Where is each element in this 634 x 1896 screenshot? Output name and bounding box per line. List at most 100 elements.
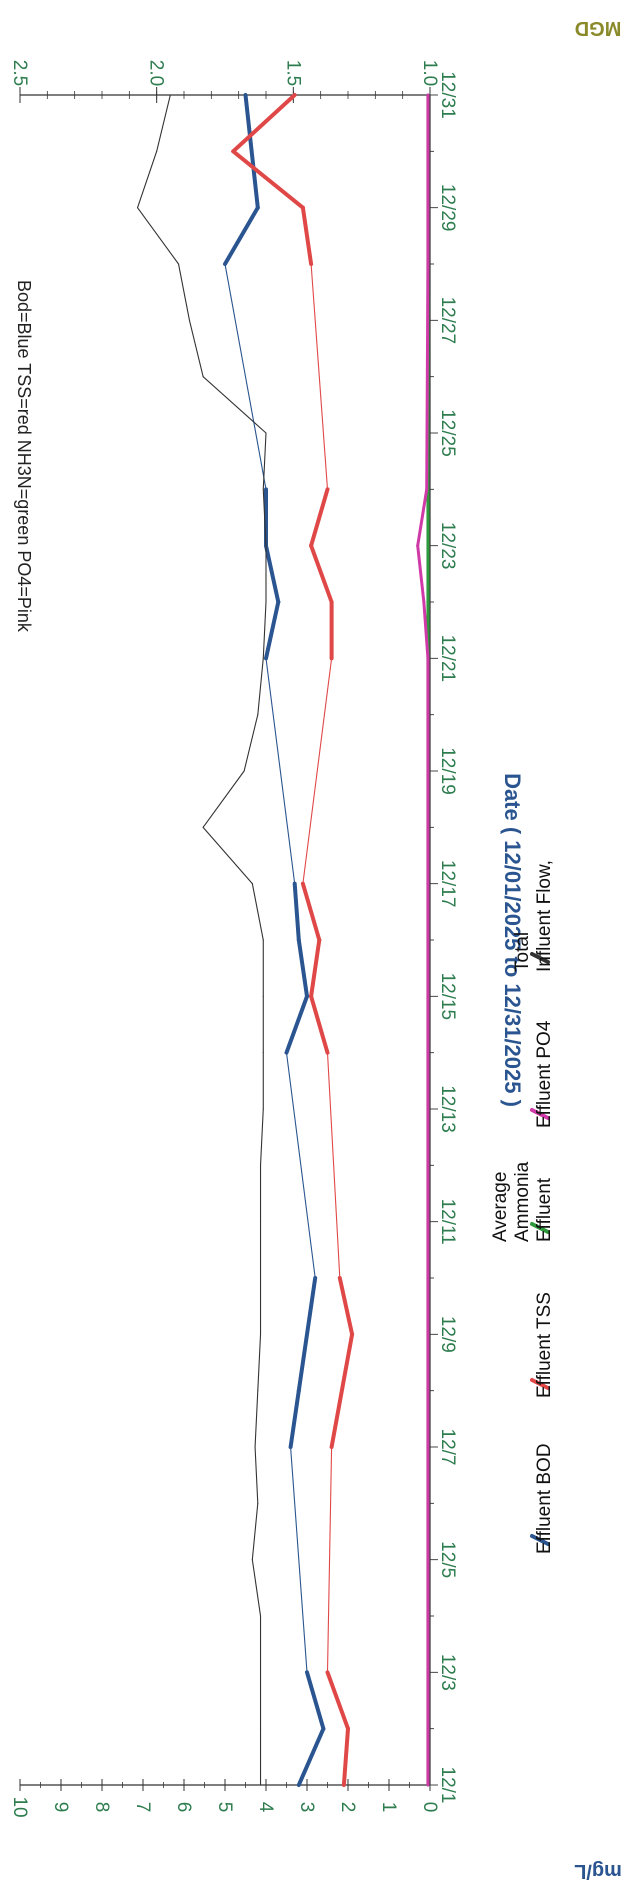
y2-tick-label: 2.5: [9, 60, 30, 86]
x-tick-label: 12/5: [437, 1541, 458, 1578]
legend-label-influent-flow-total: Total: [512, 932, 533, 972]
legend-label-effluent-ammonia-average: Ammonia: [512, 1161, 533, 1242]
series-line-effluent-bod: [305, 1670, 326, 1731]
y-tick-label: 8: [91, 1802, 112, 1813]
legend-label-effluent-ammonia-average: Effluent: [534, 1177, 555, 1242]
series-line-effluent-po4: [425, 262, 430, 491]
x-tick-label: 12/27: [437, 297, 458, 345]
series-line-influent-flow-total: [259, 1108, 264, 1166]
y-tick-label: 2: [337, 1802, 358, 1813]
y-tick-label: 3: [296, 1802, 317, 1813]
x-tick-label: 12/7: [437, 1429, 458, 1466]
x-tick-label: 12/21: [437, 635, 458, 683]
series-line-influent-flow-total: [202, 826, 253, 885]
series-line-effluent-bod: [292, 881, 301, 942]
y-tick-label: 0: [419, 1802, 440, 1813]
series-line-effluent-bod: [288, 1388, 301, 1449]
series-line-effluent-tss: [341, 1726, 350, 1787]
y-tick-label: 10: [9, 1796, 30, 1817]
series-line-effluent-tss: [231, 149, 305, 210]
series-line-effluent-tss: [329, 1332, 355, 1449]
y2-axis-label: MGD: [575, 17, 622, 39]
series-line-influent-flow-total: [254, 1446, 259, 1504]
legend-swatch-effluent-po4: [530, 1108, 550, 1120]
series-line-effluent-po4: [416, 544, 426, 604]
series-line-influent-flow-total: [257, 657, 264, 716]
series-line-influent-flow-total: [136, 150, 158, 209]
legend-label-influent-flow-total: Influent Flow,: [534, 860, 555, 972]
x-tick-label: 12/15: [437, 973, 458, 1021]
y2-tick-label: 1.0: [419, 60, 440, 86]
series-line-influent-flow-total: [262, 488, 267, 547]
y-tick-label: 6: [173, 1802, 194, 1813]
series-line-influent-flow-total: [262, 601, 267, 659]
series-line-effluent-tss: [309, 938, 322, 999]
x-tick-label: 12/3: [437, 1654, 458, 1691]
series-line-effluent-tss: [325, 1670, 350, 1731]
series-line-influent-flow-total: [188, 319, 204, 378]
series-line-effluent-bod: [296, 938, 309, 999]
series-line-influent-flow-total: [254, 1390, 259, 1448]
series-line-effluent-po4: [422, 600, 430, 660]
y2-tick-label: 2.0: [146, 60, 167, 86]
y-tick-label: 5: [214, 1802, 235, 1813]
series-line-effluent-tss: [326, 1052, 341, 1279]
series-line-effluent-bod: [223, 205, 260, 266]
y-tick-label: 4: [255, 1802, 276, 1813]
series-line-influent-flow-total: [251, 1502, 259, 1561]
series-line-influent-flow-total: [243, 714, 259, 772]
x-tick-label: 12/19: [437, 747, 458, 795]
series-line-influent-flow-total: [156, 94, 171, 152]
series-line-influent-flow-total: [262, 432, 267, 490]
series-line-influent-flow-total: [202, 376, 267, 434]
series-line-effluent-tss: [300, 881, 322, 942]
legend-label-effluent-po4: Effluent PO4: [534, 1020, 555, 1128]
series-line-effluent-bod: [284, 994, 309, 1055]
x-tick-label: 12/31: [437, 71, 458, 119]
legend-swatch-effluent-tss: [530, 1378, 550, 1390]
legend-label-effluent-bod: Effluent BOD: [534, 1443, 555, 1554]
chart-title: Bod=Blue TSS=red NH3N=green PO4=Pink: [14, 280, 34, 633]
series-line-influent-flow-total: [136, 207, 180, 265]
y-axis-label: mg/L: [574, 1860, 622, 1882]
series-line-influent-flow-total: [257, 1333, 262, 1392]
x-axis-label: Date ( 12/01/2025 to 12/31/2025 ): [500, 773, 525, 1107]
series-line-effluent-bod: [265, 657, 296, 885]
series-line-effluent-bod: [296, 1276, 318, 1393]
series-line-effluent-tss: [300, 205, 314, 266]
y-tick-label: 7: [132, 1802, 153, 1813]
y-tick-label: 9: [50, 1802, 71, 1813]
legend-swatch-influent-flow-total: [530, 952, 550, 964]
legend-swatch-effluent-bod: [530, 1534, 550, 1546]
series-line-influent-flow-total: [202, 770, 245, 828]
series-line-effluent-tss: [310, 263, 329, 490]
y2-tick-label: 1.5: [282, 60, 303, 86]
x-tick-label: 12/23: [437, 522, 458, 570]
series-line-effluent-tss: [231, 93, 297, 154]
legend-label-effluent-tss: Effluent TSS: [534, 1292, 555, 1398]
x-tick-label: 12/29: [437, 184, 458, 232]
series-line-effluent-bod: [224, 263, 267, 490]
series-line-effluent-tss: [337, 1276, 355, 1337]
series-line-effluent-po4: [416, 487, 429, 548]
legend-swatch-effluent-ammonia-average: [530, 1222, 550, 1234]
series-line-effluent-tss: [309, 994, 330, 1055]
legend-label-effluent-ammonia-average: Average: [490, 1172, 511, 1242]
series-line-influent-flow-total: [177, 263, 191, 321]
x-tick-label: 12/9: [437, 1316, 458, 1353]
x-tick-label: 12/11: [437, 1199, 458, 1245]
x-tick-label: 12/17: [437, 860, 458, 908]
series-line-effluent-tss: [309, 487, 330, 548]
series-line-effluent-tss: [326, 1446, 333, 1673]
y-tick-label: 1: [378, 1802, 399, 1813]
x-tick-label: 12/1: [437, 1767, 458, 1804]
series-line-influent-flow-total: [251, 883, 264, 941]
series-line-effluent-bod: [264, 600, 281, 661]
series-line-influent-flow-total: [251, 1559, 262, 1617]
series-line-effluent-bod: [290, 1446, 308, 1673]
series-line-effluent-bod: [243, 93, 260, 210]
series-line-effluent-bod: [285, 1052, 316, 1279]
series-line-effluent-tss: [309, 543, 334, 604]
x-tick-label: 12/13: [437, 1085, 458, 1133]
